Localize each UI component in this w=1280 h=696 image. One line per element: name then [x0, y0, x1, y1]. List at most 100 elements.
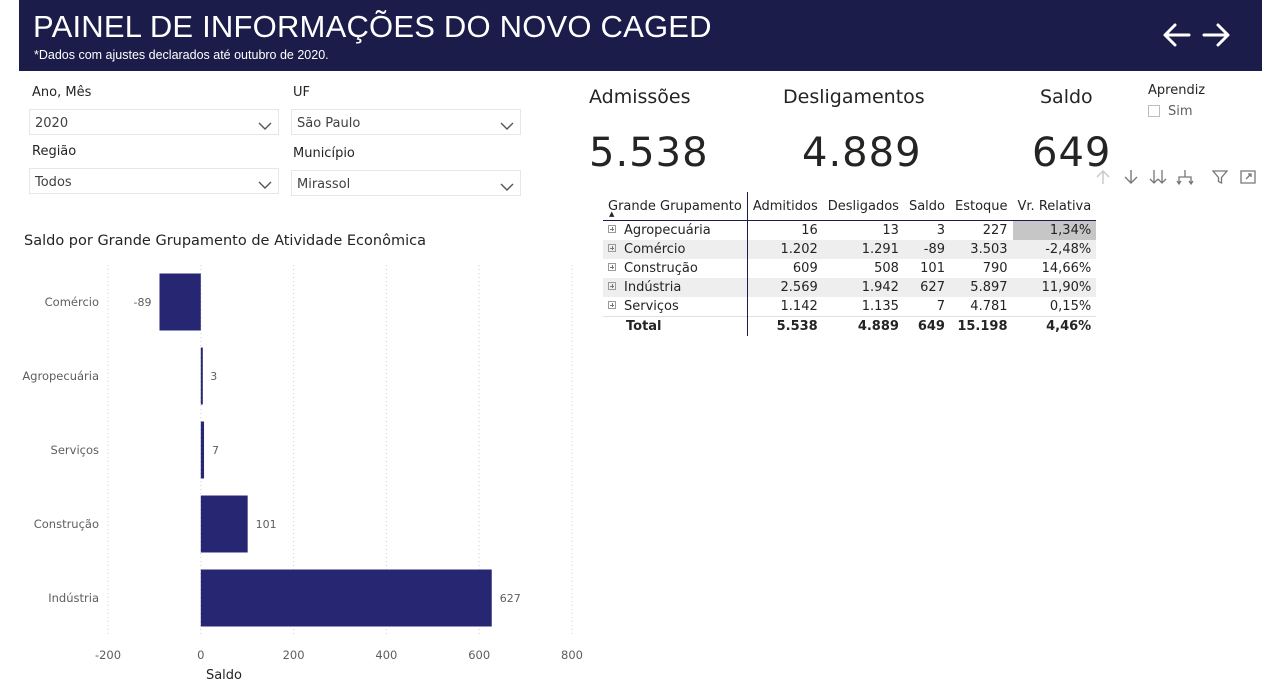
expand-plus-icon[interactable]: [608, 301, 616, 309]
table-cell: 4,46%: [1012, 316, 1097, 336]
column-header-admitidos[interactable]: Admitidos: [747, 192, 823, 221]
table-cell: 3: [936, 223, 945, 238]
table-cell: 15.198: [949, 316, 1013, 336]
double-arrow-down-icon[interactable]: [1149, 168, 1167, 186]
x-tick-label: 600: [468, 648, 490, 662]
table-cell-highlighted: 1,34%: [1012, 220, 1097, 240]
expand-plus-icon[interactable]: [608, 244, 616, 252]
checkbox-icon: [1148, 105, 1160, 117]
kpi-saldo-value: 649: [1032, 130, 1112, 176]
row-label-cell: Serviços: [603, 297, 748, 317]
x-tick-label: 800: [561, 648, 583, 662]
data-label: 7: [212, 444, 219, 457]
table-row: Serviços 1.142 1.135 7 4.781 0,15%: [603, 297, 1096, 317]
kpi-desligamentos-label: Desligamentos: [783, 86, 925, 108]
arrow-up-icon[interactable]: [1094, 168, 1112, 186]
chart-title: Saldo por Grande Grupamento de Atividade…: [24, 233, 426, 249]
filter-regiao-dropdown[interactable]: Todos: [29, 168, 279, 194]
page-header: PAINEL DE INFORMAÇÕES DO NOVO CAGED *Dad…: [19, 0, 1262, 71]
row-label: Serviços: [624, 299, 679, 314]
table-cell: 627: [903, 278, 950, 297]
row-label-cell: Construção: [603, 259, 748, 278]
bar: [159, 273, 201, 331]
saldo-bar-chart: -200 0 200 400 600 800 Comércio -89 Agropecuária…: [22, 265, 583, 683]
bar: [200, 495, 248, 553]
chevron-down-icon: [258, 116, 272, 135]
total-label: Total: [603, 316, 748, 336]
table-total-row: Total 5.538 4.889 649 15.198 4,46%: [603, 316, 1097, 336]
table-row: Construção 609 508 101 790 14,66%: [603, 259, 1096, 278]
kpi-desligamentos-value: 4.889: [802, 130, 922, 176]
category-label: Agropecuária: [22, 369, 99, 383]
chevron-down-icon: [500, 177, 514, 196]
bar: [200, 347, 203, 405]
row-label: Indústria: [624, 280, 682, 295]
table-cell: 7: [936, 299, 945, 314]
x-tick-label: -200: [95, 648, 121, 662]
column-header-estoque[interactable]: Estoque: [949, 192, 1013, 221]
column-header-grande-grupamento[interactable]: Grande Grupamento ▲: [603, 192, 748, 221]
x-tick-label: 200: [283, 648, 305, 662]
column-header-desligados[interactable]: Desligados: [822, 192, 904, 221]
bar: [200, 569, 492, 627]
grande-grupamento-matrix: Grande Grupamento ▲ Admitidos Desligados…: [603, 192, 1097, 336]
filter-label-municipio: Município: [293, 146, 355, 161]
table-cell: 649: [903, 316, 950, 336]
expand-plus-icon[interactable]: [608, 263, 616, 271]
table-cell: 508: [874, 261, 899, 276]
table-row: Agropecuária 16 13 3 227 1,34%: [603, 220, 1097, 240]
expand-plus-icon[interactable]: [608, 282, 616, 290]
table-header-row: Grande Grupamento ▲ Admitidos Desligados…: [603, 192, 1097, 221]
aprendiz-filter-title: Aprendiz: [1148, 83, 1206, 98]
filter-icon[interactable]: [1211, 168, 1229, 186]
table-row: Comércio 1.202 1.291 -89 3.503 -2,48%: [603, 240, 1097, 259]
x-axis-title: Saldo: [206, 668, 242, 683]
kpi-admissoes-label: Admissões: [589, 86, 691, 108]
row-label-cell: Comércio: [603, 240, 748, 259]
table-cell: 5.538: [747, 316, 823, 336]
table-row: Indústria 2.569 1.942 627 5.897 11,90%: [603, 278, 1097, 297]
table-cell: 227: [982, 223, 1008, 238]
column-header-vr-relativa[interactable]: Vr. Relativa: [1012, 192, 1097, 221]
table-cell: 4.889: [822, 316, 904, 336]
table-cell: 1.202: [747, 240, 823, 259]
arrow-down-icon[interactable]: [1122, 168, 1140, 186]
filter-municipio-dropdown[interactable]: Mirassol: [291, 170, 521, 196]
focus-mode-icon[interactable]: [1239, 168, 1257, 186]
filter-ano-mes-value: 2020: [35, 116, 69, 131]
x-tick-label: 0: [197, 648, 204, 662]
table-cell: 1.942: [822, 278, 904, 297]
category-label: Comércio: [45, 295, 99, 309]
filter-regiao-value: Todos: [35, 175, 72, 190]
data-label: 3: [210, 370, 217, 383]
row-label-cell: Agropecuária: [603, 220, 748, 240]
expand-plus-icon[interactable]: [608, 225, 616, 233]
filter-label-uf: UF: [293, 85, 310, 100]
table-cell: 4.781: [970, 299, 1008, 314]
filter-uf-dropdown[interactable]: São Paulo: [291, 109, 521, 135]
page-subtitle: *Dados com ajustes declarados até outubr…: [34, 48, 329, 62]
arrow-left-icon[interactable]: [1162, 20, 1192, 50]
row-label: Agropecuária: [624, 223, 711, 238]
table-cell: 2.569: [747, 278, 823, 297]
row-label-cell: Indústria: [603, 278, 748, 297]
table-cell: 13: [882, 223, 899, 238]
filter-label-regiao: Região: [32, 144, 77, 159]
arrow-right-icon[interactable]: [1201, 20, 1231, 50]
filter-ano-mes-dropdown[interactable]: 2020: [29, 109, 279, 135]
chevron-down-icon: [258, 175, 272, 194]
kpi-admissoes-value: 5.538: [589, 130, 709, 176]
filter-uf-value: São Paulo: [297, 116, 361, 131]
filter-municipio-value: Mirassol: [297, 177, 351, 192]
expand-hierarchy-icon[interactable]: [1176, 168, 1194, 186]
data-label: -89: [134, 296, 152, 309]
table-cell: 0,15%: [1049, 299, 1092, 314]
column-header-saldo[interactable]: Saldo: [903, 192, 950, 221]
table-cell: 16: [801, 223, 818, 238]
row-label: Comércio: [624, 242, 686, 257]
data-label: 101: [256, 518, 277, 531]
table-cell: 790: [982, 261, 1008, 276]
page-title: PAINEL DE INFORMAÇÕES DO NOVO CAGED: [33, 9, 712, 44]
sort-ascending-icon: ▲: [609, 210, 615, 218]
kpi-saldo-label: Saldo: [1040, 86, 1093, 108]
